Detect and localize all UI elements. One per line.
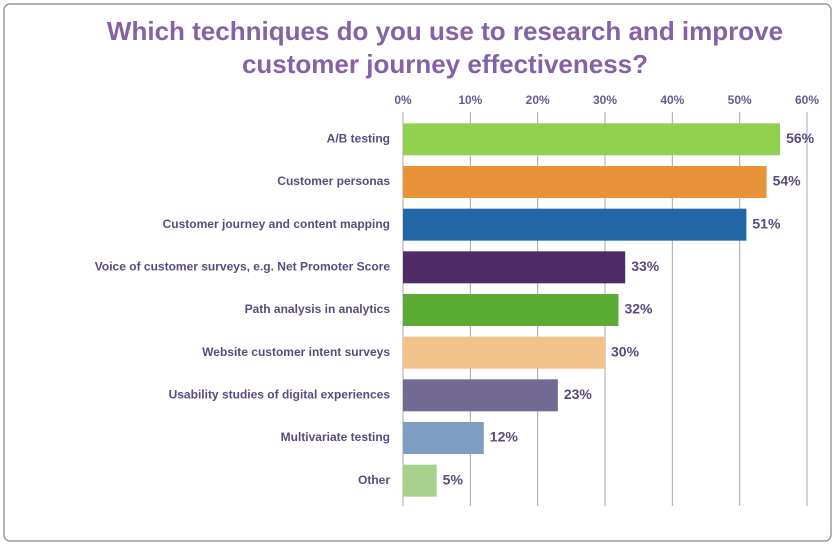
- category-label: Other: [358, 473, 390, 487]
- x-tick-label: 50%: [728, 93, 752, 107]
- bar: [403, 464, 437, 497]
- category-label: Customer journey and content mapping: [163, 217, 390, 231]
- chart-title: customer journey effectiveness?: [242, 49, 648, 79]
- bar: [403, 208, 747, 241]
- value-label: 33%: [631, 258, 660, 274]
- bar: [403, 422, 484, 454]
- category-label: Website customer intent surveys: [202, 345, 390, 359]
- category-label: A/B testing: [327, 132, 390, 146]
- category-label: Customer personas: [277, 174, 390, 188]
- value-label: 30%: [611, 343, 640, 359]
- value-label: 5%: [443, 471, 464, 487]
- bar: [403, 336, 605, 369]
- category-label: Voice of customer surveys, e.g. Net Prom…: [95, 260, 391, 274]
- x-tick-label: 0%: [394, 93, 412, 107]
- x-tick-label: 30%: [593, 93, 617, 107]
- value-label: 56%: [786, 130, 815, 146]
- x-tick-label: 20%: [526, 93, 550, 107]
- value-label: 51%: [752, 215, 781, 231]
- value-label: 12%: [490, 429, 519, 445]
- category-label: Multivariate testing: [281, 430, 390, 444]
- value-label: 23%: [564, 386, 593, 402]
- bar: [403, 251, 626, 284]
- value-label: 32%: [624, 301, 653, 317]
- bar: [403, 379, 558, 412]
- chart-title: Which techniques do you use to research …: [107, 16, 783, 46]
- x-tick-label: 10%: [458, 93, 482, 107]
- bar: [403, 166, 767, 198]
- category-label: Path analysis in analytics: [245, 302, 391, 316]
- x-tick-label: 40%: [660, 93, 684, 107]
- x-tick-label: 60%: [795, 93, 819, 107]
- bar: [403, 294, 619, 326]
- value-label: 54%: [773, 173, 802, 189]
- category-label: Usability studies of digital experiences: [169, 388, 391, 402]
- bar: [403, 123, 781, 156]
